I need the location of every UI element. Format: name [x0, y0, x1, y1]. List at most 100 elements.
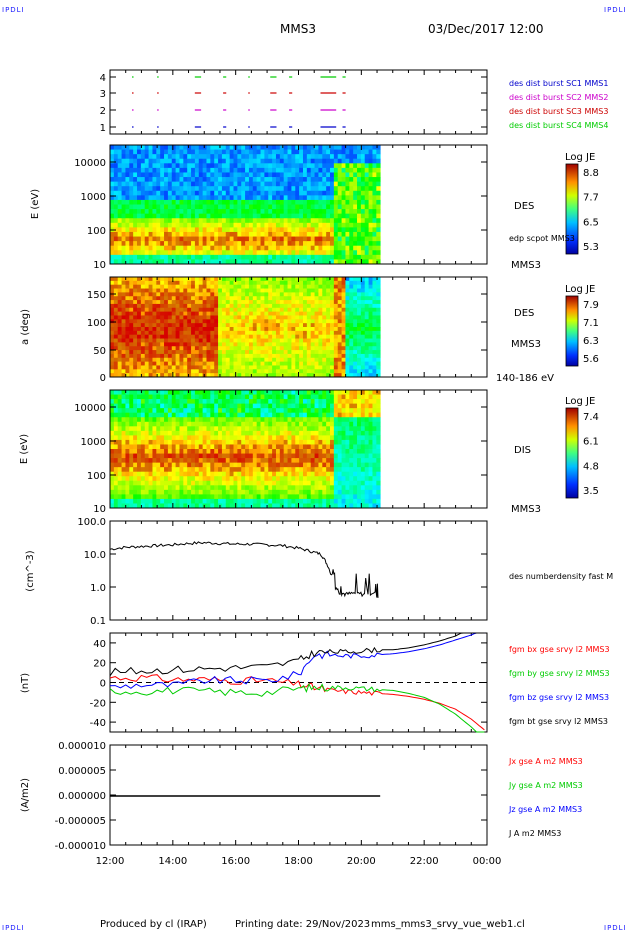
spectrogram-cell [337, 154, 342, 160]
spectrogram-cell [198, 399, 204, 405]
spectrogram-cell [179, 421, 184, 427]
spectrogram-cell [183, 350, 188, 355]
spectrogram-cell [364, 292, 369, 297]
spectrogram-cell [372, 311, 377, 316]
spectrogram-cell [252, 421, 258, 427]
spectrogram-cell [110, 503, 115, 509]
spectrogram-cell [110, 167, 115, 173]
spectrogram-cell [160, 199, 165, 205]
spectrogram-cell [245, 353, 250, 359]
spectrogram-cell [144, 453, 149, 459]
spectrogram-cell [164, 373, 169, 378]
spectrogram-cell [326, 213, 331, 219]
spectrogram-cell [167, 254, 173, 260]
spectrogram-cell [156, 365, 161, 370]
spectrogram-cell [291, 145, 296, 150]
colorbar-tick: 7.7 [583, 193, 599, 204]
spectrogram-cell [202, 369, 207, 374]
spectrogram-cell [210, 149, 215, 155]
spectrogram-cell [237, 365, 242, 370]
spectrogram-cell [191, 421, 196, 427]
spectrogram-cell [125, 284, 130, 289]
spectrogram-cell [167, 181, 173, 187]
spectrogram-cell [171, 365, 177, 370]
spectrogram-cell [167, 209, 173, 215]
spectrogram-cell [187, 334, 192, 339]
spectrogram-cell [164, 453, 169, 459]
spectrogram-cell [117, 346, 122, 351]
spectrogram-cell [302, 365, 308, 370]
spectrogram-cell [314, 172, 319, 178]
spectrogram-cell [364, 236, 369, 242]
spectrogram-cell [198, 361, 204, 366]
spectrogram-cell [202, 503, 207, 509]
spectrogram-cell [148, 408, 153, 414]
spectrogram-cell [268, 449, 273, 454]
spectrogram-cell [330, 338, 335, 343]
spectrogram-cell [233, 158, 238, 164]
spectrogram-cell [291, 319, 296, 324]
spectrogram-cell [318, 163, 323, 169]
spectrogram-cell [260, 288, 265, 293]
spectrogram-cell [179, 353, 184, 359]
spectrogram-cell [179, 315, 184, 320]
spectrogram-cell [171, 412, 177, 418]
spectrogram-cell [113, 444, 119, 450]
spectrogram-cell [248, 480, 254, 486]
spectrogram-cell [160, 327, 165, 332]
spectrogram-cell [245, 430, 250, 436]
y-tick-label: 4 [100, 73, 106, 84]
spectrogram-cell [272, 213, 277, 219]
spectrogram-cell [353, 311, 358, 316]
spectrogram-cell [245, 222, 250, 228]
spectrogram-cell [194, 449, 200, 454]
spectrogram-cell [225, 444, 231, 450]
spectrogram-cell [156, 284, 161, 289]
spectrogram-cell [129, 227, 134, 233]
spectrogram-cell [318, 195, 323, 201]
spectrogram-cell [256, 412, 261, 418]
spectrogram-cell [148, 311, 153, 316]
spectrogram-cell [345, 365, 350, 370]
spectrogram-cell [129, 177, 134, 183]
spectrogram-cell [187, 303, 192, 309]
spectrogram-cell [218, 394, 223, 400]
spectrogram-cell [330, 327, 335, 332]
spectrogram-cell [272, 181, 277, 187]
spectrogram-cell [121, 186, 126, 192]
spectrogram-cell [333, 338, 339, 343]
spectrogram-cell [218, 245, 223, 251]
spectrogram-cell [129, 190, 134, 196]
spectrogram-cell [353, 254, 358, 260]
spectrogram-cell [357, 227, 362, 233]
spectrogram-cell [129, 346, 134, 351]
spectrogram-cell [333, 154, 339, 160]
spectrogram-cell [299, 222, 304, 228]
spectrogram-cell [330, 250, 335, 256]
spectrogram-cell [275, 227, 281, 233]
burst-panel-frame [109, 69, 488, 135]
spectrogram-cell [148, 236, 153, 242]
spectrogram-cell [349, 327, 354, 332]
spectrogram-cell [318, 300, 323, 305]
spectrogram-cell [241, 167, 246, 173]
spectrogram-cell [160, 218, 165, 224]
spectrogram-cell [260, 145, 265, 150]
spectrogram-cell [140, 280, 146, 286]
spectrogram-cell [113, 204, 119, 210]
spectrogram-cell [268, 199, 273, 205]
spectrogram-cell [299, 177, 304, 183]
spectrogram-cell [268, 350, 273, 355]
spectrogram-cell [202, 149, 207, 155]
spectrogram-cell [341, 227, 346, 233]
spectrogram-cell [183, 292, 188, 297]
spectrogram-cell [198, 330, 204, 336]
spectrogram-cell [264, 323, 269, 328]
spectrogram-cell [291, 158, 296, 164]
spectrogram-cell [214, 357, 219, 363]
spectrogram-cell [272, 167, 277, 173]
spectrogram-cell [260, 390, 265, 395]
spectrogram-cell [237, 357, 242, 363]
spectrogram-cell [279, 172, 285, 178]
spectrogram-cell [245, 236, 250, 242]
